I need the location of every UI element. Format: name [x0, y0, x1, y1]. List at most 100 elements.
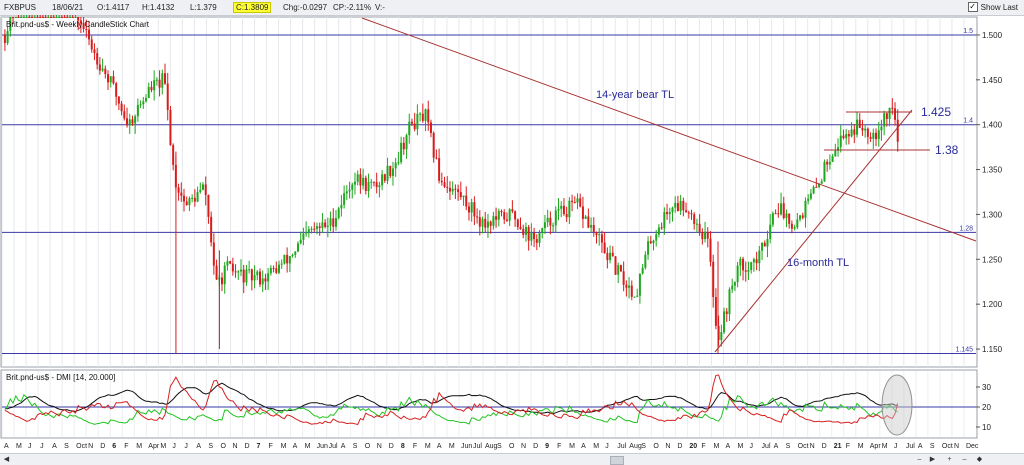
candle-body	[93, 49, 96, 54]
x-axis-label: S	[930, 443, 935, 450]
candle-body	[242, 269, 245, 283]
x-axis-label: N	[377, 443, 382, 450]
candle-body	[202, 184, 205, 190]
fit-icon[interactable]: ◆	[976, 456, 983, 463]
candle-body	[682, 200, 685, 211]
x-axis-label: Aug	[629, 443, 642, 450]
horizontal-scrollbar[interactable]: ◀ – ▶ + – ◆	[0, 453, 1024, 465]
price-tick-label: 1.150	[982, 345, 1003, 354]
candle-body	[728, 289, 731, 315]
candle-body	[766, 238, 769, 247]
x-axis-label: Jul	[329, 443, 338, 450]
candle-body	[20, 17, 23, 18]
candle-body	[763, 242, 766, 247]
candle-body	[302, 233, 305, 240]
x-axis-label: D	[244, 443, 249, 450]
candle-body	[503, 212, 506, 220]
candle-body	[50, 17, 53, 18]
weekly-candlestick-chart[interactable]: 1.5 1.4 1.28 1.145 1.500 1.450 1.400 1.350 1.30…	[0, 15, 1024, 453]
x-axis-label: M	[136, 443, 142, 450]
candle-body	[885, 113, 888, 119]
candle-body	[617, 265, 620, 275]
candle-body	[248, 269, 251, 271]
candle-body	[744, 270, 747, 272]
price-tick-label: 1.500	[982, 31, 1003, 40]
candle-body	[758, 250, 761, 264]
x-axis-label: N	[665, 443, 670, 450]
candle-body	[188, 198, 191, 205]
candle-body	[823, 161, 826, 182]
candle-body	[405, 135, 408, 150]
candle-body	[446, 186, 449, 188]
show-last-toggle[interactable]: ✓ Show Last	[967, 2, 1018, 12]
x-axis-label: Jul	[617, 443, 626, 450]
candle-body	[318, 226, 321, 228]
candle-body	[215, 265, 218, 280]
price-tick-label: 1.300	[982, 210, 1003, 219]
candle-body	[280, 263, 283, 265]
candle-body	[579, 198, 582, 207]
x-axis-label: O	[365, 443, 371, 450]
candle-body	[497, 211, 500, 220]
candle-body	[543, 222, 546, 229]
price-tick-label: 1.400	[982, 121, 1003, 130]
candle-body	[571, 200, 574, 203]
zoom-out-icon-2[interactable]: –	[962, 456, 967, 463]
x-axis-label: J	[750, 443, 754, 450]
dmi-tick-label: 30	[982, 383, 991, 392]
candle-body	[470, 202, 473, 213]
candle-body	[63, 17, 66, 18]
x-axis-label: S	[786, 443, 791, 450]
price-tick-label: 1.200	[982, 300, 1003, 309]
candle-body	[443, 182, 446, 187]
candle-body	[234, 271, 237, 273]
candle-body	[296, 243, 299, 252]
candle-body	[755, 259, 758, 264]
x-axis-label: 20	[689, 443, 697, 450]
x-axis-label: Oct	[942, 443, 953, 450]
x-axis-label: F	[124, 443, 128, 450]
candle-body	[706, 231, 709, 239]
scroll-right-icon[interactable]: ▶	[929, 456, 936, 463]
candle-body	[782, 203, 785, 219]
x-axis-label: A	[293, 443, 298, 450]
x-axis-label: M	[858, 443, 864, 450]
candle-body	[383, 174, 386, 181]
level-label: 1.5	[963, 28, 973, 35]
show-last-checkbox[interactable]: ✓	[967, 2, 978, 12]
candle-body	[451, 188, 454, 192]
candle-body	[256, 271, 259, 276]
candle-body	[3, 34, 6, 44]
candle-body	[880, 126, 883, 131]
zoom-in-icon[interactable]: +	[947, 456, 952, 463]
x-axis-label: Oct	[798, 443, 809, 450]
scroll-left-icon[interactable]: ◀	[3, 456, 10, 463]
candle-body	[465, 195, 468, 207]
candle-body	[109, 76, 112, 83]
candle-body	[324, 222, 327, 227]
candle-body	[77, 17, 80, 21]
candle-body	[693, 214, 696, 224]
x-axis-label: 21	[834, 443, 842, 450]
candle-body	[663, 212, 666, 229]
x-axis-label: M	[713, 443, 719, 450]
candle-body	[364, 177, 367, 191]
zoom-out-icon[interactable]: –	[917, 456, 922, 463]
candle-body	[660, 227, 663, 229]
candle-body	[71, 17, 74, 18]
x-axis-label: J	[28, 443, 32, 450]
candle-body	[647, 241, 650, 255]
candle-body	[245, 269, 248, 283]
x-axis-label: N	[521, 443, 526, 450]
candle-body	[345, 191, 348, 194]
x-axis-label: S	[64, 443, 69, 450]
candle-body	[866, 128, 869, 137]
candle-body	[14, 17, 17, 18]
candle-body	[530, 232, 533, 241]
x-axis-label: F	[413, 443, 417, 450]
x-axis-label: S	[208, 443, 213, 450]
x-axis-label: M	[425, 443, 431, 450]
date-axis: A M J J A S Oct N D 6 F M Apr M J J A S O N D 7 F M A M Jun Jul A S O N…	[2, 437, 979, 450]
x-axis-label: Jul	[762, 443, 771, 450]
candle-body	[291, 254, 294, 257]
